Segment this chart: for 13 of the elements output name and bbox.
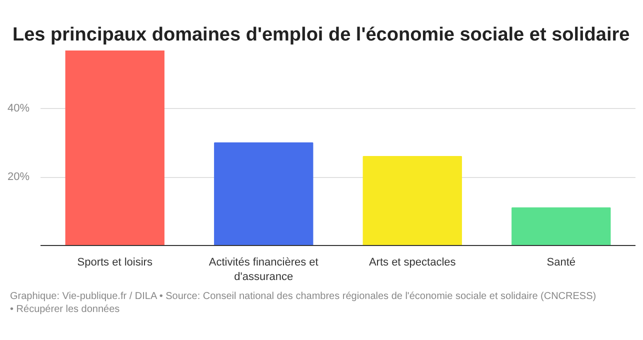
bar: [214, 142, 314, 246]
text: • Récupérer les données: [10, 304, 120, 315]
bar: [65, 50, 164, 246]
x-tick-label: Activités financières et d'assurance: [208, 256, 318, 283]
bar: [362, 156, 462, 246]
x-tick-label: Santé: [546, 256, 576, 268]
x-tick-label: Arts et spectacles: [368, 256, 456, 268]
bar: [512, 207, 611, 246]
y-tick-label: 20%: [7, 171, 30, 184]
chart-title: Les principaux domaines d'emploi de l'économie sociale et solidaire: [12, 24, 630, 46]
y-tick-label: 40%: [7, 102, 30, 115]
text: Graphique: Vie-publique.fr / DILA • Source: Conseil national des chambres régionales de l'économie sociale et solidaire (CNCRESS): [10, 291, 596, 302]
x-tick-label: Sports et loisirs: [77, 256, 153, 268]
